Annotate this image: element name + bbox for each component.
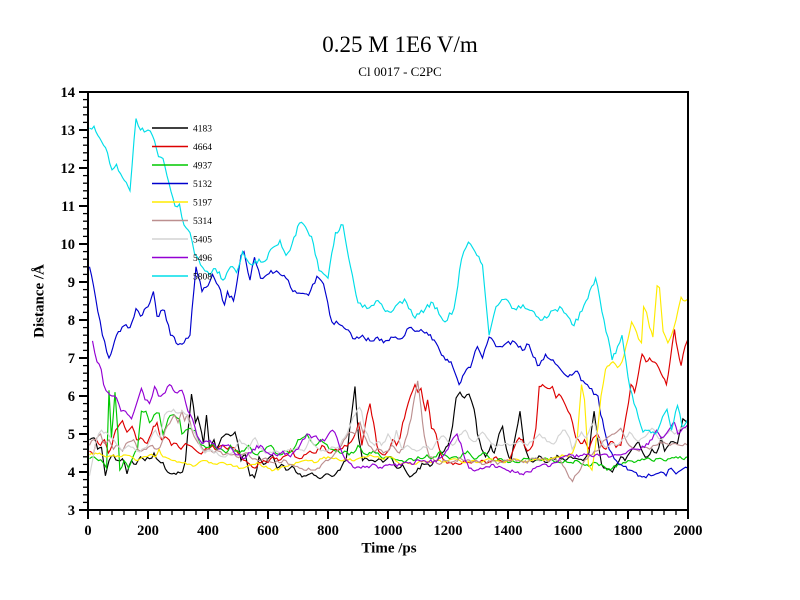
x-tick-label: 1400 <box>494 523 523 539</box>
y-tick-label: 6 <box>68 389 75 405</box>
legend-label-4664: 4664 <box>193 143 212 153</box>
y-tick-label: 9 <box>68 275 75 291</box>
x-tick-label: 400 <box>197 523 219 539</box>
y-tick-label: 5 <box>68 427 75 443</box>
series-line-5197 <box>89 284 688 472</box>
legend-label-5197: 5197 <box>193 199 212 209</box>
series-line-5314 <box>88 380 688 483</box>
y-tick-label: 11 <box>61 199 75 215</box>
x-tick-label: 2000 <box>674 523 703 539</box>
series-lines <box>88 118 688 483</box>
legend: 4183 4664 4937 5132 5197 5314 5405 5496 5808 <box>152 125 212 283</box>
y-tick-label: 7 <box>68 351 75 367</box>
series-line-5132 <box>88 250 688 479</box>
x-tick-label: 600 <box>257 523 279 539</box>
series-line-5496 <box>91 340 688 476</box>
x-axis-label: Time /ps <box>361 540 417 557</box>
series-line-4937 <box>89 390 688 472</box>
y-tick-label: 4 <box>68 465 75 481</box>
plot-frame <box>87 91 689 511</box>
legend-label-4183: 4183 <box>193 125 212 135</box>
legend-label-5314: 5314 <box>193 217 212 227</box>
chart-subtitle: Cl 0017 - C2PC <box>358 64 442 79</box>
legend-label-5808: 5808 <box>193 273 212 283</box>
legend-label-5405: 5405 <box>193 236 212 246</box>
x-tick-label: 0 <box>84 523 91 539</box>
y-tick-label: 14 <box>61 85 76 101</box>
y-tick-label: 8 <box>68 313 75 329</box>
series-line-5808 <box>89 118 688 435</box>
y-tick-label: 3 <box>68 503 75 519</box>
legend-label-4937: 4937 <box>193 162 212 172</box>
y-axis <box>79 91 88 511</box>
series-line-4183 <box>89 386 688 480</box>
tick-labels: 0 200 400 600 800 1000 1200 1400 1600 1800 2000 3 4 5… <box>61 85 703 539</box>
x-tick-label: 1800 <box>614 523 643 539</box>
x-tick-label: 1600 <box>554 523 583 539</box>
legend-label-5496: 5496 <box>193 254 212 264</box>
x-tick-label: 1200 <box>434 523 463 539</box>
y-tick-label: 12 <box>61 161 76 177</box>
series-line-5405 <box>88 406 688 476</box>
y-tick-label: 13 <box>61 123 76 139</box>
x-tick-label: 800 <box>317 523 339 539</box>
x-axis <box>87 510 689 519</box>
y-tick-label: 10 <box>61 237 76 253</box>
x-tick-label: 1000 <box>374 523 403 539</box>
x-tick-label: 200 <box>137 523 159 539</box>
chart-title: 0.25 M 1E6 V/m <box>322 32 478 57</box>
legend-label-5132: 5132 <box>193 180 212 190</box>
